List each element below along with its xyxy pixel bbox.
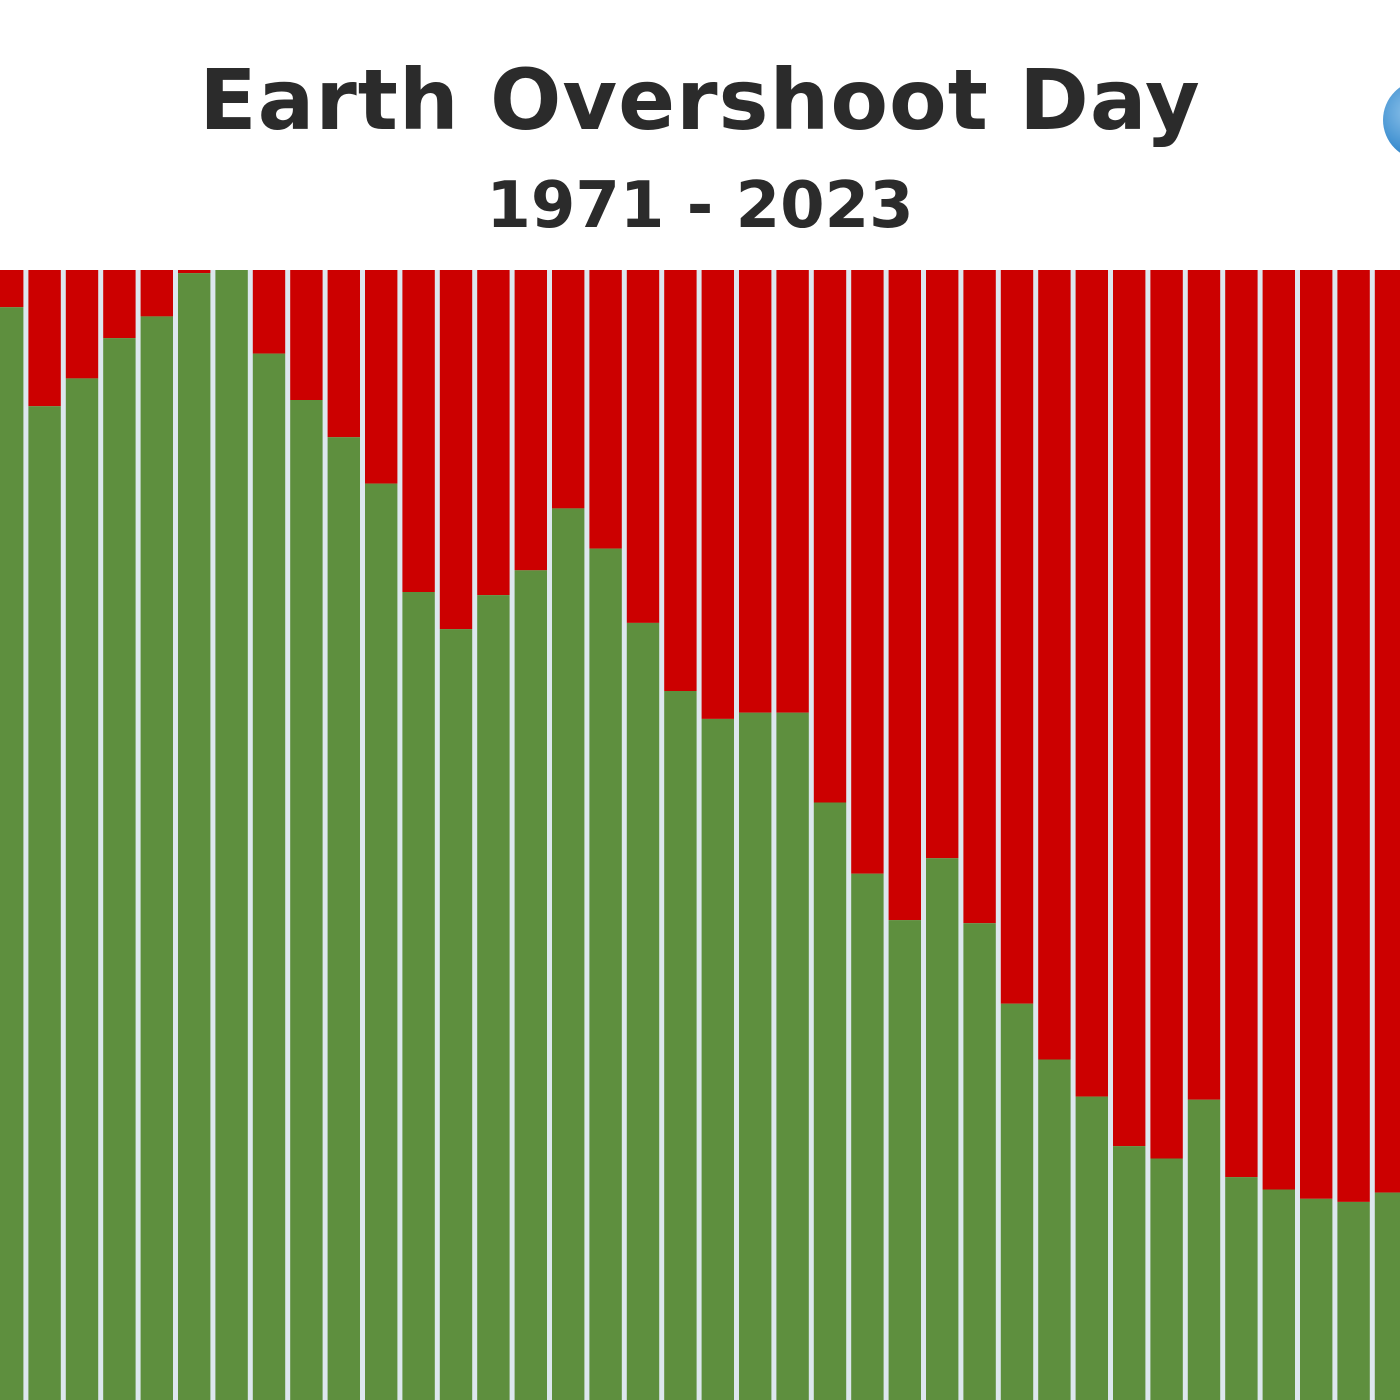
bar-overshoot [439, 270, 473, 630]
bar-overshoot [1075, 270, 1108, 1097]
bar-overshoot [252, 270, 286, 354]
bar-overshoot [1150, 270, 1183, 1159]
bar-overshoot [1038, 270, 1071, 1060]
bar-within-budget [215, 270, 248, 1400]
bar-overshoot [552, 270, 585, 509]
bar-within-budget [28, 406, 61, 1400]
bar-overshoot [1187, 270, 1221, 1100]
bar-overshoot [178, 270, 211, 274]
bar-overshoot [1300, 270, 1333, 1199]
bar-within-budget [140, 316, 173, 1400]
bar-within-budget [402, 592, 435, 1400]
bar-overshoot [1225, 270, 1258, 1178]
bar-overshoot [851, 270, 884, 874]
bar-overshoot [365, 270, 398, 484]
bar-within-budget [103, 338, 136, 1400]
bar-within-budget [589, 548, 622, 1400]
bar-overshoot [813, 270, 847, 803]
chart-subtitle: 1971 - 2023 [486, 169, 914, 243]
bar-within-budget [365, 483, 398, 1400]
bar-within-budget [1300, 1198, 1333, 1400]
bar-overshoot [1337, 270, 1370, 1202]
bar-within-budget [776, 712, 809, 1400]
bar-overshoot [65, 270, 99, 379]
bar-within-budget [0, 307, 24, 1400]
bar-within-budget [1337, 1201, 1370, 1400]
bar-overshoot [514, 270, 547, 571]
bar-overshoot [589, 270, 622, 549]
bar-overshoot [888, 270, 921, 921]
bar-overshoot [664, 270, 697, 691]
bar-overshoot [402, 270, 435, 592]
bar-overshoot [28, 270, 61, 407]
bar-within-budget [514, 570, 547, 1400]
bar-within-budget [626, 622, 660, 1400]
bar-overshoot [1000, 270, 1034, 1004]
bar-within-budget [1075, 1096, 1108, 1400]
bar-overshoot [290, 270, 323, 400]
bar-within-budget [1150, 1158, 1183, 1400]
bar-within-budget [178, 273, 211, 1400]
bar-overshoot [626, 270, 660, 623]
bar-overshoot [1113, 270, 1146, 1147]
bar-within-budget [1262, 1189, 1295, 1400]
bar-within-budget [963, 923, 996, 1400]
bar-within-budget [701, 718, 734, 1400]
bar-within-budget [1225, 1177, 1258, 1400]
bar-overshoot [140, 270, 173, 317]
bar-within-budget [664, 691, 697, 1400]
bar-overshoot [477, 270, 510, 596]
bar-chart [0, 270, 1400, 1400]
bar-overshoot [0, 270, 24, 308]
bar-within-budget [439, 629, 473, 1400]
bar-within-budget [1187, 1099, 1221, 1400]
bar-within-budget [1374, 1192, 1400, 1400]
bar-within-budget [1000, 1003, 1034, 1400]
bar-overshoot [1374, 270, 1400, 1193]
bar-within-budget [813, 802, 847, 1400]
bar-within-budget [1113, 1146, 1146, 1400]
bar-within-budget [477, 595, 510, 1400]
bar-overshoot [776, 270, 809, 713]
bar-within-budget [739, 712, 772, 1400]
bar-within-budget [1038, 1059, 1071, 1400]
bar-overshoot [1262, 270, 1295, 1190]
bar-within-budget [65, 378, 99, 1400]
bar-overshoot [327, 270, 360, 438]
bar-within-budget [851, 873, 884, 1400]
bar-within-budget [926, 858, 959, 1400]
bar-within-budget [888, 920, 921, 1400]
bar-overshoot [103, 270, 136, 339]
bar-overshoot [701, 270, 734, 719]
bar-within-budget [252, 353, 286, 1400]
bar-within-budget [552, 508, 585, 1400]
bar-overshoot [926, 270, 959, 859]
bar-within-budget [290, 400, 323, 1400]
bar-overshoot [963, 270, 996, 924]
bar-overshoot [739, 270, 772, 713]
bar-within-budget [327, 437, 360, 1400]
chart-title: Earth Overshoot Day [199, 51, 1201, 149]
